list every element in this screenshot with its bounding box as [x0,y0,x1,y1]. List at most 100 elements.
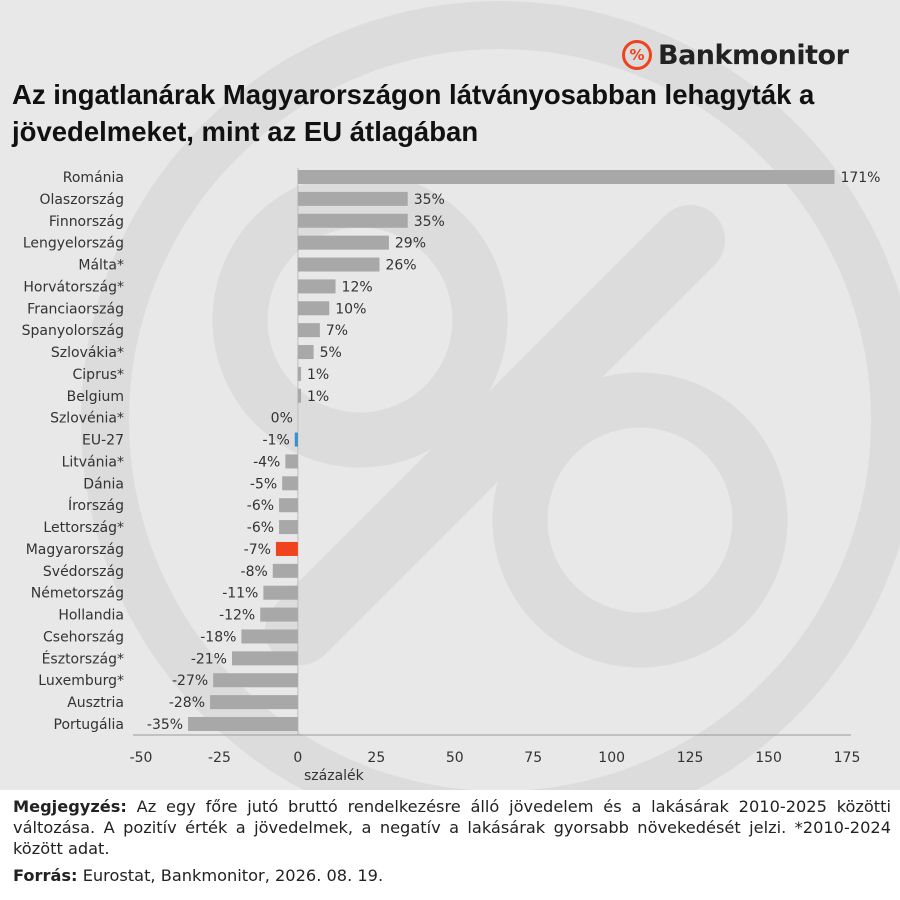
bar [275,541,298,556]
x-tick-label: 75 [524,750,542,766]
bar-chart: Románia 171% Olaszország 35% Finnország 35% Le… [22,168,880,784]
bar [279,520,298,535]
bar [279,498,298,513]
bar [285,454,298,469]
value-label: 171% [840,170,880,186]
value-label: 0% [271,411,293,427]
x-tick-label: 0 [293,750,302,766]
bar [263,585,298,600]
bar [260,607,298,622]
category-label: Málta* [78,258,124,274]
note-text: Az egy főre jutó bruttó rendelkezésre ál… [13,797,891,858]
category-label: Ausztria [67,695,124,711]
category-label: Spanyolország [22,323,124,339]
bar [297,191,408,206]
bar [188,717,298,731]
value-label: 35% [414,214,445,230]
value-label: 5% [320,345,342,361]
category-label: Magyarország [26,542,124,558]
value-label: -8% [241,564,268,580]
value-label: 12% [342,279,373,295]
percent-icon: % [622,40,652,70]
value-label: -21% [191,651,227,667]
category-label: Írország [68,497,124,514]
category-label: Lengyelország [23,236,124,252]
bar [231,651,298,666]
value-label: -4% [253,454,280,470]
category-label: Csehország [43,629,124,645]
bar [297,170,835,184]
category-label: Lettország* [43,520,124,536]
brand-name: Bankmonitor [658,39,849,71]
value-label: -6% [247,498,274,514]
value-label: -35% [147,717,183,733]
category-label: Dánia [83,476,124,492]
value-label: 35% [414,192,445,208]
bar [297,323,320,338]
bar [282,476,298,491]
x-tick-label: 50 [446,750,464,766]
category-label: Szlovénia* [50,411,124,427]
x-tick-label: 125 [677,750,704,766]
category-label: Svédország [43,564,124,580]
x-tick-label: 100 [598,750,625,766]
bar [213,673,298,688]
category-label: Hollandia [58,608,124,624]
chart-footer: Megjegyzés: Az egy főre jutó bruttó rend… [13,796,891,886]
source-label: Forrás: [13,866,78,885]
category-label: EU-27 [82,433,124,449]
category-label: Észtország* [42,650,124,667]
category-label: Szlovákia* [51,345,124,361]
category-label: Portugália [54,717,124,733]
category-label: Finnország [49,214,124,230]
source: Forrás: Eurostat, Bankmonitor, 2026. 08.… [13,865,891,886]
bar [297,345,314,360]
bar [297,301,330,316]
bar [272,563,298,578]
bar [297,235,389,250]
value-label: -18% [200,629,236,645]
x-tick-label: 150 [755,750,782,766]
value-label: 29% [395,236,426,252]
value-label: -11% [222,586,258,602]
note: Megjegyzés: Az egy főre jutó bruttó rend… [13,796,891,859]
value-label: 10% [335,301,366,317]
bar [210,695,298,710]
value-label: -7% [244,542,271,558]
category-label: Olaszország [39,192,124,208]
bar [297,257,380,272]
x-tick-label: -25 [208,750,231,766]
note-label: Megjegyzés: [13,797,127,816]
category-label: Románia [63,170,124,186]
bar [241,629,298,644]
category-label: Ciprus* [73,367,124,383]
value-label: 7% [326,323,348,339]
category-label: Litvánia* [62,454,124,470]
value-label: -5% [250,476,277,492]
category-label: Luxemburg* [38,673,124,689]
value-label: -27% [172,673,208,689]
value-label: 1% [307,367,329,383]
value-label: -6% [247,520,274,536]
source-text: Eurostat, Bankmonitor, 2026. 08. 19. [82,866,384,885]
bar [297,279,336,294]
bar [297,213,408,228]
value-label: -28% [169,695,205,711]
bar [294,432,298,447]
x-tick-label: 175 [834,750,861,766]
value-label: -12% [219,608,255,624]
category-label: Horvátország* [23,279,124,295]
watermark-logo [81,1,900,790]
bar [297,388,302,403]
value-label: -1% [262,433,289,449]
brand-logo: % Bankmonitor [622,37,849,73]
chart-title: Az ingatlanárak Magyarországon látványos… [12,79,815,147]
x-axis-label: százalék [304,768,365,784]
value-label: 26% [385,258,416,274]
category-label: Belgium [67,389,124,405]
bar [297,366,302,381]
category-label: Franciaország [27,301,124,317]
value-label: 1% [307,389,329,405]
x-tick-label: -50 [130,750,153,766]
category-label: Németország [31,586,124,602]
